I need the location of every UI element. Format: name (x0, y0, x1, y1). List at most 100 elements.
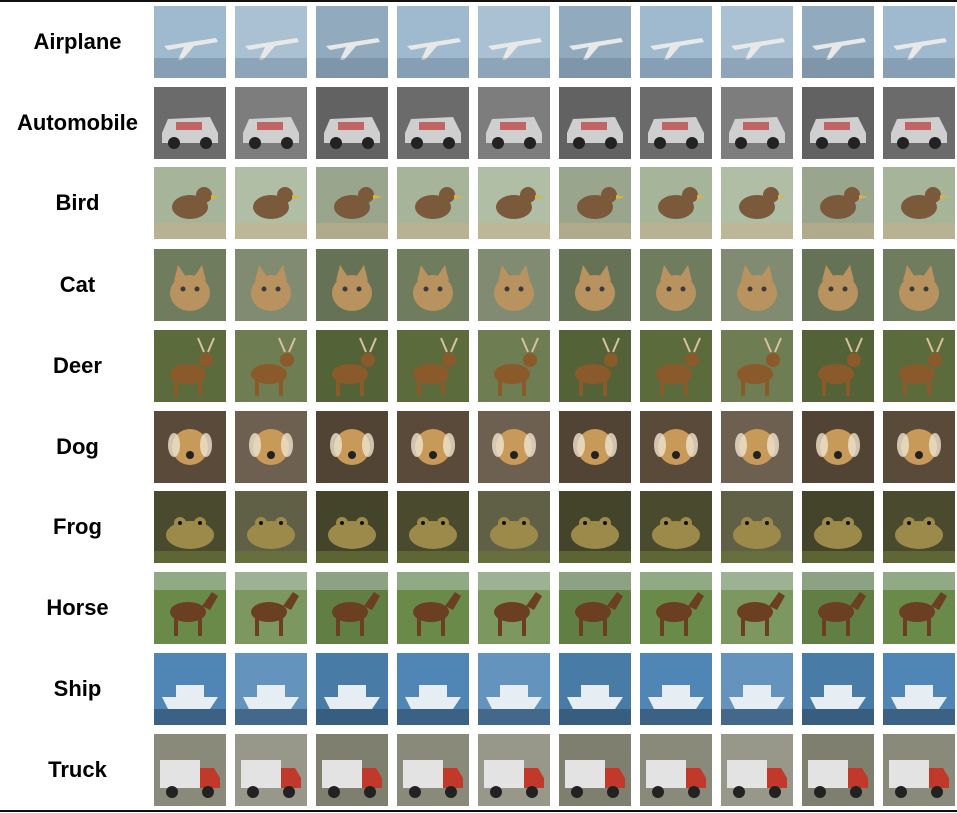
sample-image-cat (478, 249, 550, 321)
car-icon (316, 87, 388, 159)
truck-icon (154, 734, 226, 806)
sample-image-ship (640, 653, 712, 725)
truck-icon (478, 734, 550, 806)
sample-image-frog (883, 491, 955, 563)
class-label: Airplane (33, 29, 122, 54)
deer-icon (802, 330, 874, 402)
class-row-horse: Horse (0, 572, 957, 644)
sample-image-truck (559, 734, 631, 806)
sample-image-automobile (802, 87, 874, 159)
sample-image-bird (559, 167, 631, 239)
deer-icon (478, 330, 550, 402)
car-icon (721, 87, 793, 159)
cat-icon (478, 249, 550, 321)
sample-image-truck (154, 734, 226, 806)
sample-image-truck (397, 734, 469, 806)
sample-image-dog (640, 411, 712, 483)
sample-image-automobile (883, 87, 955, 159)
sample-image-horse (235, 572, 307, 644)
sample-image-deer (316, 330, 388, 402)
sample-image-dog (478, 411, 550, 483)
sample-image-ship (397, 653, 469, 725)
bottom-rule (0, 810, 957, 812)
deer-icon (640, 330, 712, 402)
sample-image-frog (397, 491, 469, 563)
sample-image-dog (721, 411, 793, 483)
bird-icon (316, 167, 388, 239)
sample-image-airplane (397, 6, 469, 78)
sample-image-automobile (559, 87, 631, 159)
class-label: Deer (53, 353, 102, 378)
airplane-icon (316, 6, 388, 78)
cat-icon (721, 249, 793, 321)
ship-icon (397, 653, 469, 725)
sample-image-frog (316, 491, 388, 563)
class-row-cat: Cat (0, 249, 957, 321)
sample-image-ship (721, 653, 793, 725)
sample-image-deer (721, 330, 793, 402)
sample-image-deer (235, 330, 307, 402)
frog-icon (802, 491, 874, 563)
sample-image-deer (154, 330, 226, 402)
sample-image-automobile (640, 87, 712, 159)
sample-image-frog (721, 491, 793, 563)
bird-icon (235, 167, 307, 239)
deer-icon (883, 330, 955, 402)
frog-icon (316, 491, 388, 563)
car-icon (802, 87, 874, 159)
truck-icon (640, 734, 712, 806)
class-label: Truck (48, 757, 107, 782)
sample-image-truck (883, 734, 955, 806)
airplane-icon (640, 6, 712, 78)
cat-icon (235, 249, 307, 321)
sample-image-automobile (235, 87, 307, 159)
dog-icon (154, 411, 226, 483)
horse-icon (478, 572, 550, 644)
class-label: Automobile (17, 110, 138, 135)
ship-icon (478, 653, 550, 725)
airplane-icon (154, 6, 226, 78)
car-icon (235, 87, 307, 159)
sample-image-deer (397, 330, 469, 402)
top-rule (0, 0, 957, 2)
truck-icon (316, 734, 388, 806)
frog-icon (559, 491, 631, 563)
sample-image-horse (721, 572, 793, 644)
airplane-icon (235, 6, 307, 78)
class-label: Horse (46, 595, 109, 620)
sample-image-dog (154, 411, 226, 483)
sample-image-horse (640, 572, 712, 644)
dog-icon (316, 411, 388, 483)
sample-image-deer (883, 330, 955, 402)
sample-image-ship (235, 653, 307, 725)
cat-icon (640, 249, 712, 321)
sample-image-bird (316, 167, 388, 239)
sample-image-cat (640, 249, 712, 321)
sample-image-bird (721, 167, 793, 239)
car-icon (640, 87, 712, 159)
sample-image-bird (640, 167, 712, 239)
class-label: Dog (56, 434, 99, 459)
sample-image-cat (397, 249, 469, 321)
cat-icon (397, 249, 469, 321)
horse-icon (154, 572, 226, 644)
dog-icon (397, 411, 469, 483)
sample-image-cat (721, 249, 793, 321)
sample-image-airplane (316, 6, 388, 78)
bird-icon (154, 167, 226, 239)
sample-image-horse (559, 572, 631, 644)
sample-image-ship (883, 653, 955, 725)
truck-icon (883, 734, 955, 806)
class-row-truck: Truck (0, 734, 957, 806)
ship-icon (235, 653, 307, 725)
sample-image-bird (478, 167, 550, 239)
bird-icon (721, 167, 793, 239)
car-icon (154, 87, 226, 159)
sample-image-truck (316, 734, 388, 806)
sample-image-dog (883, 411, 955, 483)
sample-image-automobile (721, 87, 793, 159)
sample-image-cat (235, 249, 307, 321)
sample-image-bird (154, 167, 226, 239)
deer-icon (235, 330, 307, 402)
